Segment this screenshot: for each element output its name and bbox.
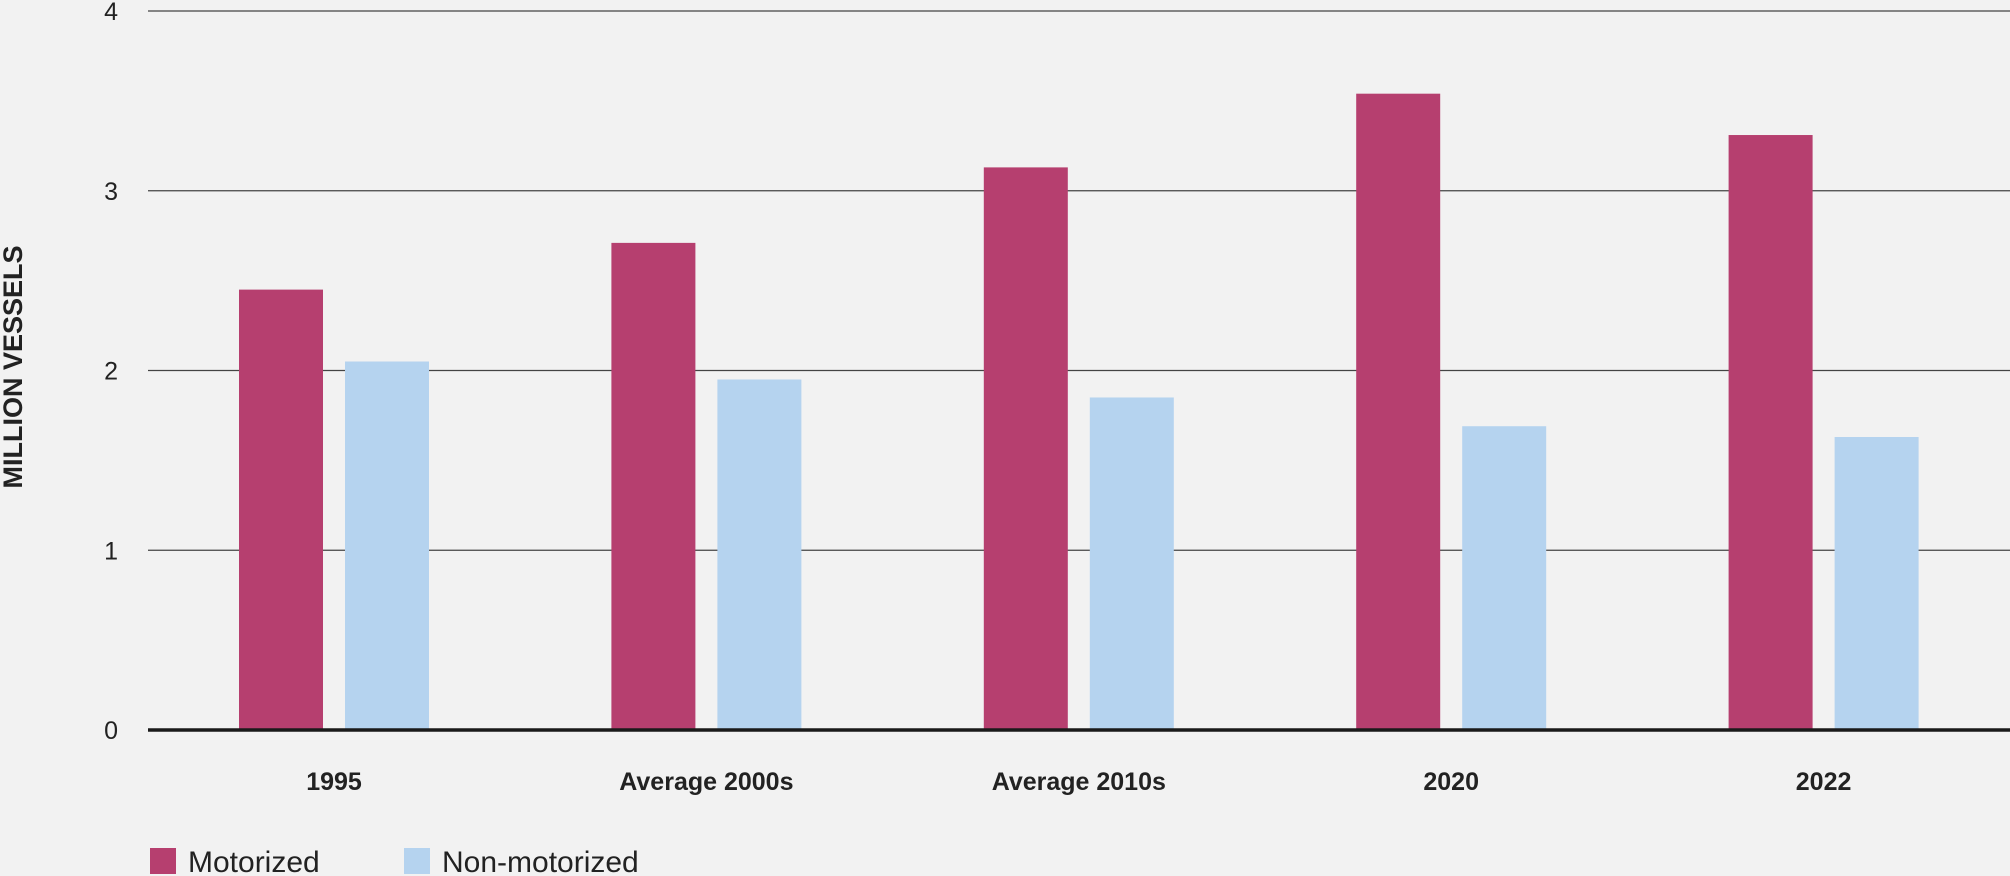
legend-label: Non-motorized [442, 846, 639, 876]
bar-non-motorized-1 [345, 361, 429, 730]
bar-non-motorized-3 [1089, 397, 1174, 730]
y-tick-label: 4 [104, 0, 118, 26]
bar-non-motorized-5 [1834, 437, 1919, 730]
y-tick-label: 3 [104, 178, 118, 206]
legend: Motorized Non-motorized [150, 846, 639, 876]
bar-motorized-5 [1728, 135, 1813, 731]
x-tick-label: 2022 [1796, 768, 1852, 796]
bar-non-motorized-2 [717, 379, 802, 730]
bar-motorized-1 [239, 289, 323, 730]
bar-non-motorized-4 [1462, 426, 1547, 730]
y-tick-label: 0 [104, 717, 118, 745]
bars [239, 93, 1919, 731]
x-tick-label: Average 2010s [992, 768, 1166, 796]
legend-label: Motorized [188, 846, 320, 876]
legend-swatch [150, 848, 176, 874]
bar-motorized-2 [611, 242, 696, 730]
y-tick-label: 1 [104, 537, 118, 565]
bar-motorized-3 [983, 167, 1068, 730]
axes: 0 1 2 3 4 1995 Average 2000s Average 2010s 2020 2… [104, 0, 2010, 796]
x-tick-label: 2020 [1423, 768, 1479, 796]
legend-swatch [404, 848, 430, 874]
bar-motorized-4 [1356, 93, 1441, 730]
y-axis-title: MILLION VESSELS [0, 245, 28, 488]
x-tick-label: 1995 [306, 768, 362, 796]
x-tick-label: Average 2000s [619, 768, 793, 796]
y-tick-label: 2 [104, 358, 118, 386]
gridlines [148, 10, 2010, 551]
